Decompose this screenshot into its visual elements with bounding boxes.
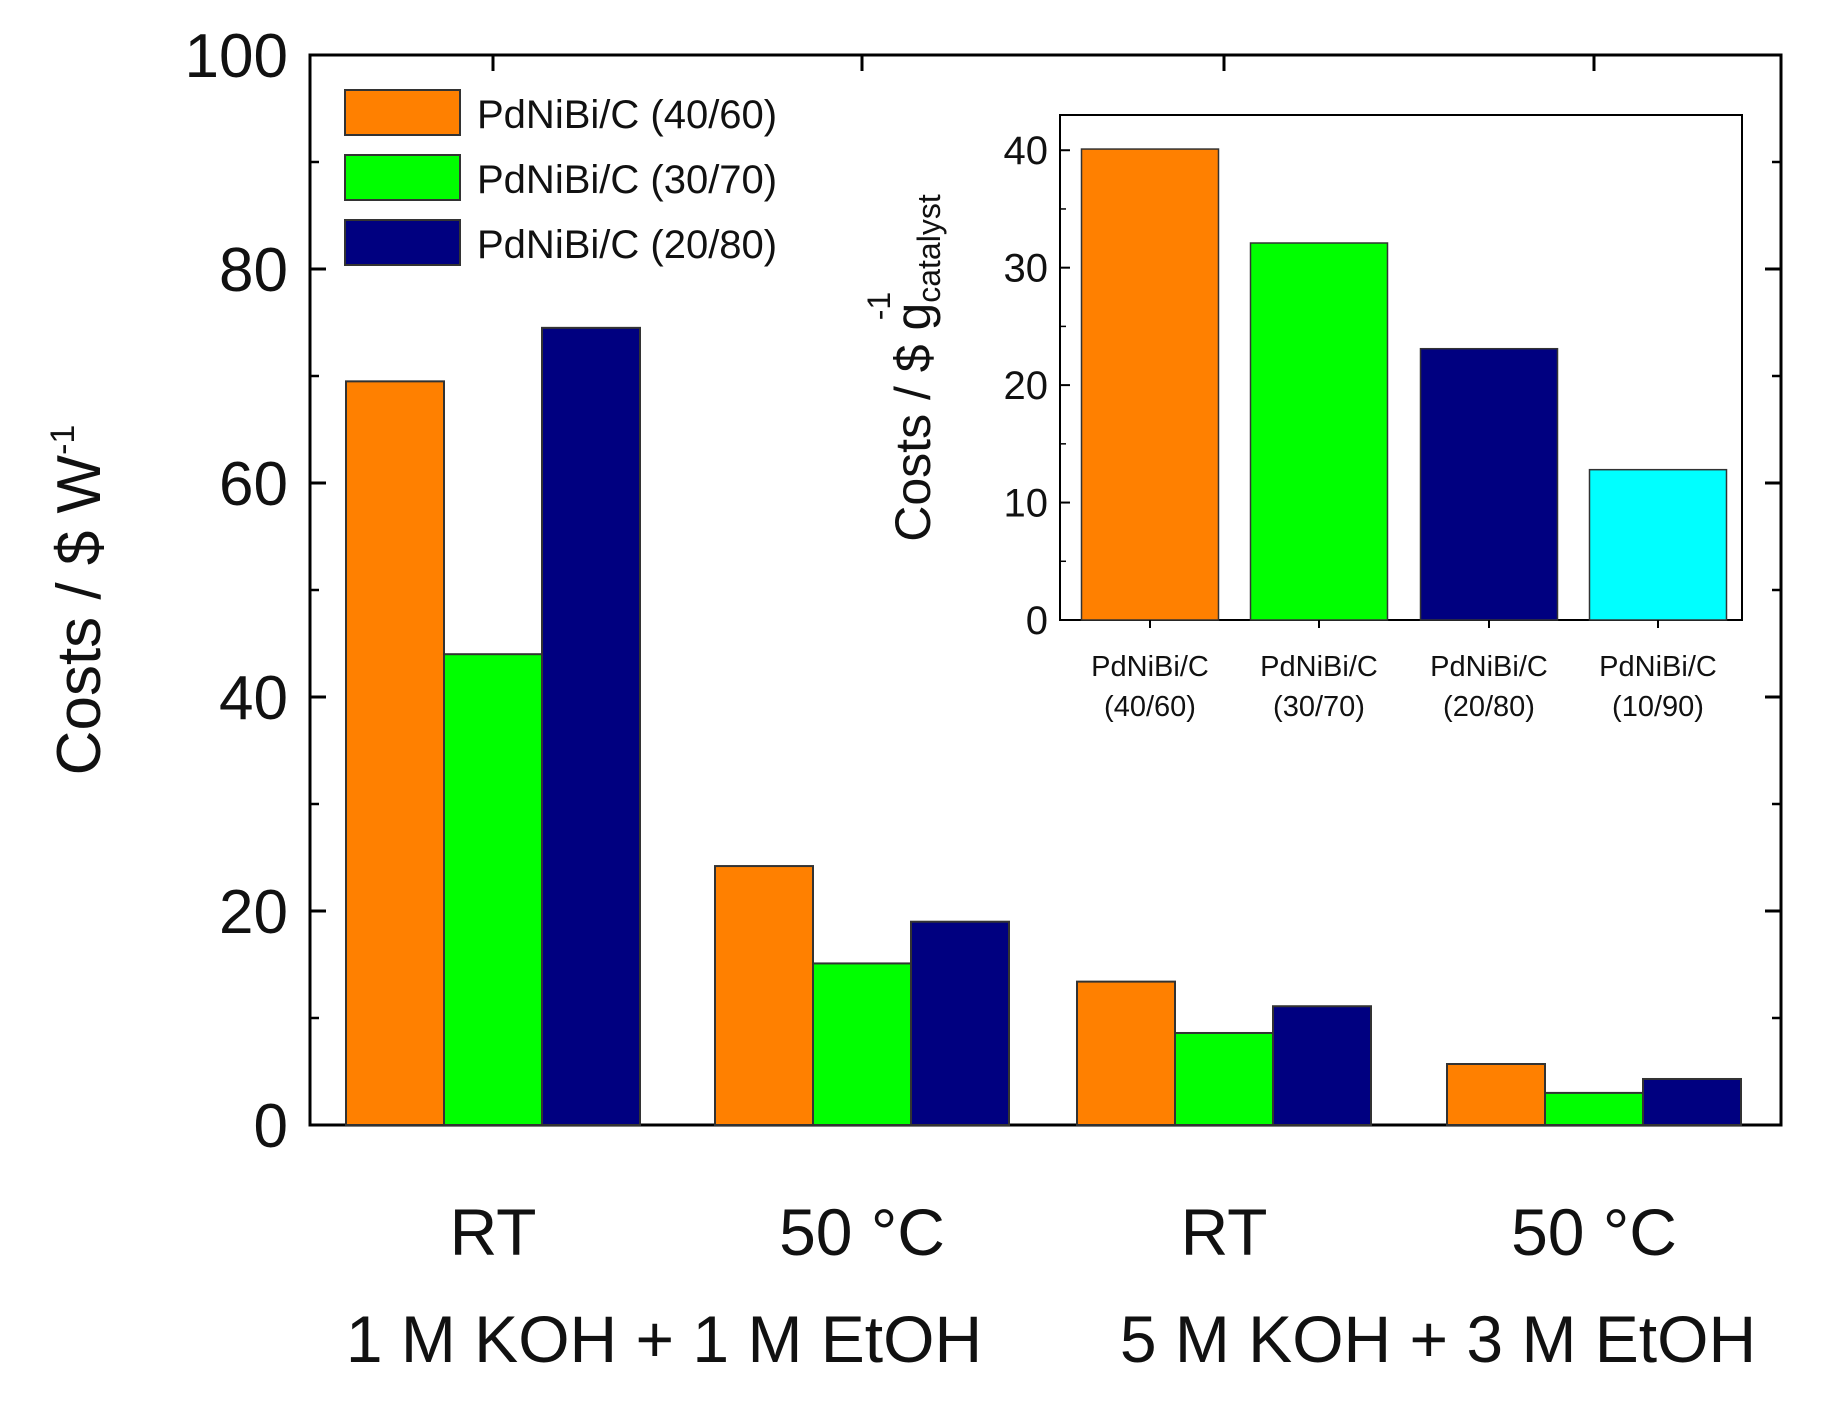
main-bar — [1642, 1077, 1742, 1126]
main-y-tick-label: 100 — [185, 22, 288, 91]
main-y-tick-label: 60 — [219, 450, 288, 519]
inset-x-tick-label: (20/80) — [1443, 691, 1535, 723]
main-bars — [345, 326, 1742, 1127]
inset-ylabel-sub: catalyst — [911, 194, 947, 303]
main-bar — [345, 380, 445, 1127]
inset-y-tick-label: 30 — [1004, 247, 1049, 291]
legend-swatch-2 — [344, 154, 461, 201]
main-group-label-2: 5 M KOH + 3 M EtOH — [1120, 1302, 1756, 1376]
main-y-axis-label: Costs / $ W-1 — [44, 425, 114, 776]
main-category-label-3: RT — [1181, 1195, 1268, 1269]
svg-text:Costs / $ gcatalyst-1: Costs / $ gcatalyst -1 — [861, 194, 947, 542]
inset-x-tick-label: PdNiBi/C — [1091, 651, 1209, 683]
inset-y-ticks: 0 10 20 30 40 — [1004, 129, 1070, 643]
main-ylabel-sup: -1 — [44, 425, 82, 455]
inset-chart: 0 10 20 30 40 PdNiBi/C (40/60) PdNiBi/C (30/70)… — [861, 114, 1743, 723]
legend-label-3: PdNiBi/C (20/80) — [477, 223, 777, 267]
inset-y-tick-label: 20 — [1004, 364, 1049, 408]
inset-ylabel-sup: -1 — [861, 292, 897, 320]
inset-x-labels: PdNiBi/C (40/60) PdNiBi/C (30/70) PdNiBi/C (2… — [1091, 620, 1717, 723]
main-y-tick-label: 20 — [219, 878, 288, 947]
main-ylabel-text: Costs / $ W — [45, 454, 114, 775]
main-bar — [1544, 1091, 1644, 1127]
main-category-label-4: 50 °C — [1511, 1195, 1677, 1269]
inset-x-tick-label: (30/70) — [1273, 691, 1365, 723]
main-category-label-1: RT — [450, 1195, 537, 1269]
inset-x-tick-label: PdNiBi/C — [1260, 651, 1378, 683]
legend-label-1: PdNiBi/C (40/60) — [477, 93, 777, 137]
main-bar — [714, 865, 814, 1126]
inset-y-tick-label: 10 — [1004, 482, 1049, 526]
inset-bar — [1249, 242, 1389, 621]
main-y-tick-label: 40 — [219, 664, 288, 733]
main-bar — [1174, 1031, 1274, 1126]
main-bar — [1076, 980, 1176, 1126]
inset-ylabel-text: Costs / $ g — [885, 303, 941, 542]
main-bar — [812, 962, 912, 1126]
main-group-label-1: 1 M KOH + 1 M EtOH — [346, 1302, 982, 1376]
inset-y-tick-label: 40 — [1004, 129, 1049, 173]
svg-text:Costs / $ W-1: Costs / $ W-1 — [44, 425, 114, 776]
legend-swatch-1 — [344, 89, 461, 136]
inset-bar — [1588, 468, 1728, 621]
inset-bar — [1080, 148, 1220, 621]
main-bar — [910, 920, 1010, 1127]
inset-x-tick-label: (10/90) — [1612, 691, 1704, 723]
main-legend: PdNiBi/C (40/60) PdNiBi/C (30/70) PdNiBi… — [344, 89, 777, 267]
inset-x-tick-label: PdNiBi/C — [1599, 651, 1717, 683]
inset-plot-frame — [1059, 114, 1743, 621]
main-category-label-2: 50 °C — [779, 1195, 945, 1269]
inset-y-axis-label: Costs / $ gcatalyst -1 — [861, 194, 947, 542]
inset-bars — [1080, 148, 1728, 621]
main-bar — [1446, 1063, 1546, 1127]
main-bar — [541, 326, 641, 1127]
main-y-tick-label: 0 — [254, 1092, 288, 1161]
main-bar — [443, 653, 543, 1126]
inset-x-tick-label: PdNiBi/C — [1430, 651, 1548, 683]
main-bar — [1272, 1005, 1372, 1126]
inset-bar — [1419, 347, 1559, 621]
legend-swatch-3 — [344, 219, 461, 266]
inset-y-tick-label: 0 — [1026, 599, 1048, 643]
legend-label-2: PdNiBi/C (30/70) — [477, 158, 777, 202]
inset-x-tick-label: (40/60) — [1104, 691, 1196, 723]
main-y-tick-label: 80 — [219, 236, 288, 305]
